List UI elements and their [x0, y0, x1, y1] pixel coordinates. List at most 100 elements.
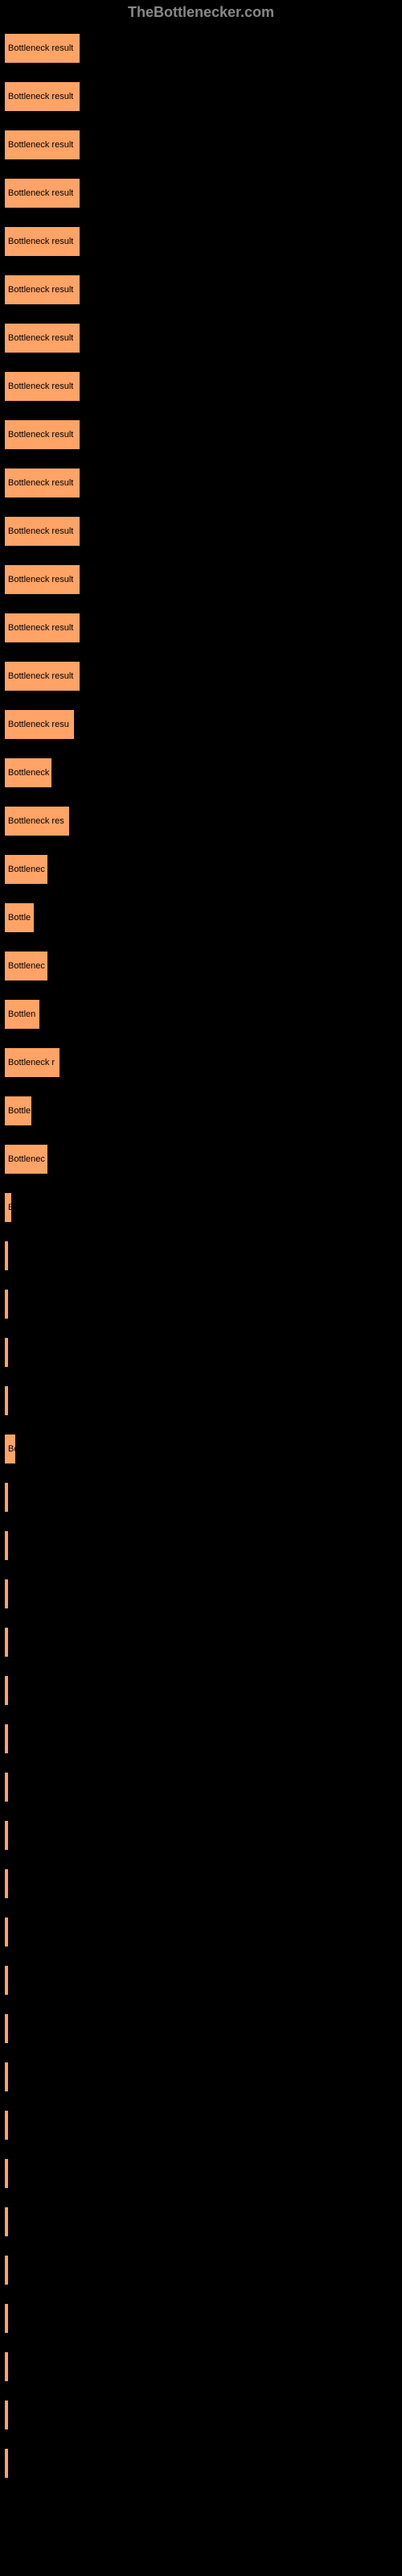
- bar-row: Bottleneck result: [4, 323, 398, 353]
- bar-row: Bottlenec: [4, 1144, 398, 1174]
- bar: [4, 1385, 9, 1416]
- bar: Bottleneck r: [4, 1047, 60, 1078]
- bar: Bottleneck result: [4, 661, 80, 691]
- bar-row: [4, 2207, 398, 2237]
- bar: [4, 1868, 9, 1899]
- bar-row: [4, 1482, 398, 1513]
- bar-row: [4, 2255, 398, 2285]
- bar-row: [4, 1241, 398, 1271]
- bar: Bottleneck result: [4, 516, 80, 547]
- bar: [4, 1482, 9, 1513]
- bar-row: Bottleneck: [4, 758, 398, 788]
- bar-row: [4, 1627, 398, 1657]
- bar-label: Bo: [8, 1444, 16, 1454]
- bar-label: Bottleneck result: [8, 140, 73, 150]
- bar-row: Bottleneck res: [4, 806, 398, 836]
- bar: [4, 2400, 9, 2430]
- bar-row: Bo: [4, 1434, 398, 1464]
- bar-row: Bottleneck result: [4, 81, 398, 112]
- bar-label: B: [8, 1203, 12, 1212]
- bar: Bottleneck res: [4, 806, 70, 836]
- bar: [4, 2062, 9, 2092]
- bar: Bottleneck resu: [4, 709, 75, 740]
- bar-label: Bottleneck result: [8, 430, 73, 440]
- bar-row: [4, 1385, 398, 1416]
- bar-row: Bottle: [4, 1096, 398, 1126]
- bar: Bottleneck result: [4, 178, 80, 208]
- bar-row: Bottleneck result: [4, 178, 398, 208]
- bar-label: Bottleneck result: [8, 285, 73, 295]
- bar-label: Bottlenec: [8, 961, 45, 971]
- bar-row: Bottleneck result: [4, 468, 398, 498]
- bar-label: Bottleneck result: [8, 575, 73, 584]
- bar-row: [4, 1820, 398, 1851]
- bar: Bottleneck result: [4, 468, 80, 498]
- bar-row: Bottleneck result: [4, 275, 398, 305]
- bar-label: Bottleneck result: [8, 43, 73, 53]
- bar-row: [4, 2303, 398, 2334]
- bar: Bottleneck result: [4, 564, 80, 595]
- bar: B: [4, 1192, 12, 1223]
- bar: [4, 2448, 9, 2479]
- page-header: TheBottlenecker.com: [0, 0, 402, 25]
- bar-label: Bottleneck result: [8, 526, 73, 536]
- bar-label: Bottleneck result: [8, 623, 73, 633]
- bar: Bottleneck result: [4, 226, 80, 257]
- bar: Bottlen: [4, 999, 40, 1030]
- bar: Bottleneck result: [4, 33, 80, 64]
- bar: [4, 1241, 9, 1271]
- bar-label: Bottleneck result: [8, 382, 73, 391]
- bar-label: Bottle: [8, 913, 31, 923]
- bar: [4, 1530, 9, 1561]
- bar: [4, 2013, 9, 2044]
- bar: Bottle: [4, 902, 35, 933]
- bar-row: [4, 1772, 398, 1802]
- bar: [4, 2351, 9, 2382]
- bar-row: [4, 1289, 398, 1319]
- bar-row: [4, 2400, 398, 2430]
- bar-label: Bottleneck result: [8, 333, 73, 343]
- bar: [4, 2303, 9, 2334]
- bar: Bottleneck result: [4, 130, 80, 160]
- bar: Bottlenec: [4, 951, 48, 981]
- bar-row: [4, 1917, 398, 1947]
- bar: Bottlenec: [4, 854, 48, 885]
- bar-label: Bottle: [8, 1106, 31, 1116]
- bar-row: [4, 1965, 398, 1996]
- bar-row: Bottleneck r: [4, 1047, 398, 1078]
- bar-row: [4, 1724, 398, 1754]
- bar-row: Bottleneck result: [4, 371, 398, 402]
- bar: Bottleneck result: [4, 613, 80, 643]
- bar: Bottleneck result: [4, 419, 80, 450]
- bar: [4, 1337, 9, 1368]
- bar-row: [4, 1868, 398, 1899]
- bar-row: Bottleneck resu: [4, 709, 398, 740]
- bar: [4, 1820, 9, 1851]
- bar-row: Bottleneck result: [4, 33, 398, 64]
- bar: Bottleneck: [4, 758, 52, 788]
- bar-row: [4, 2158, 398, 2189]
- bar: [4, 2207, 9, 2237]
- bar: Bo: [4, 1434, 16, 1464]
- bar-chart: Bottleneck result Bottleneck result Bottle…: [0, 25, 402, 2500]
- bar-row: Bottleneck result: [4, 226, 398, 257]
- bar-row: [4, 2351, 398, 2382]
- bar-row: Bottleneck result: [4, 613, 398, 643]
- bar-label: Bottleneck resu: [8, 720, 69, 729]
- bar-row: [4, 2448, 398, 2479]
- bar-row: [4, 2013, 398, 2044]
- bar-label: Bottleneck result: [8, 92, 73, 101]
- bar-label: Bottleneck result: [8, 188, 73, 198]
- bar: [4, 1675, 9, 1706]
- bar-label: Bottleneck result: [8, 478, 73, 488]
- bar-label: Bottleneck result: [8, 237, 73, 246]
- bar: Bottleneck result: [4, 371, 80, 402]
- bar: [4, 1772, 9, 1802]
- bar-row: [4, 2110, 398, 2140]
- bar: Bottleneck result: [4, 323, 80, 353]
- bar: [4, 2255, 9, 2285]
- bar-label: Bottleneck result: [8, 671, 73, 681]
- bar: Bottle: [4, 1096, 32, 1126]
- bar-row: [4, 1579, 398, 1609]
- bar-row: Bottlenec: [4, 854, 398, 885]
